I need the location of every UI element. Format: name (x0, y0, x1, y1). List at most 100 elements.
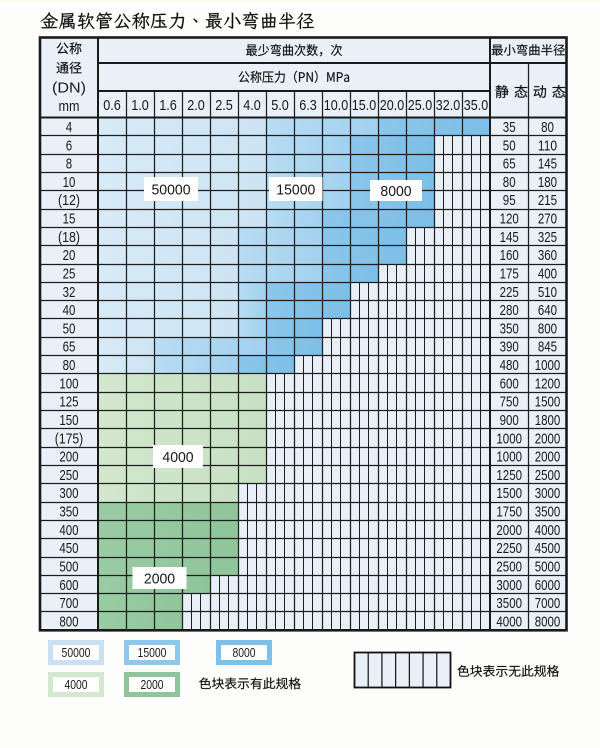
svg-text:4000: 4000 (64, 677, 87, 692)
svg-text:95: 95 (503, 193, 516, 209)
svg-text:25: 25 (63, 267, 76, 283)
svg-text:180: 180 (538, 175, 557, 191)
svg-text:1000: 1000 (496, 431, 522, 447)
svg-text:350: 350 (500, 321, 519, 337)
svg-text:4000: 4000 (162, 449, 193, 466)
svg-text:2000: 2000 (496, 523, 522, 539)
svg-text:10: 10 (63, 175, 76, 191)
svg-text:4500: 4500 (535, 541, 561, 557)
svg-text:4000: 4000 (496, 614, 522, 630)
svg-text:50: 50 (63, 321, 76, 337)
svg-text:110: 110 (538, 138, 557, 154)
svg-text:250: 250 (59, 468, 78, 484)
svg-text:50: 50 (503, 138, 516, 154)
svg-text:2000: 2000 (144, 570, 175, 587)
svg-text:145: 145 (538, 157, 557, 173)
svg-text:50000: 50000 (152, 181, 191, 198)
svg-text:2000: 2000 (140, 677, 163, 692)
svg-text:1500: 1500 (496, 486, 522, 502)
svg-text:15000: 15000 (276, 181, 315, 198)
svg-text:6000: 6000 (535, 578, 561, 594)
svg-text:325: 325 (538, 230, 557, 246)
svg-text:225: 225 (500, 285, 519, 301)
svg-text:8000: 8000 (535, 614, 561, 630)
svg-text:3500: 3500 (535, 505, 561, 521)
svg-text:1.6: 1.6 (159, 97, 177, 114)
svg-text:(DN): (DN) (52, 79, 86, 96)
svg-text:8000: 8000 (232, 645, 255, 660)
svg-text:150: 150 (59, 413, 78, 429)
svg-text:3500: 3500 (496, 596, 522, 612)
svg-text:4.0: 4.0 (243, 97, 261, 114)
svg-text:80: 80 (63, 358, 76, 374)
svg-text:640: 640 (538, 303, 557, 319)
svg-text:15.0: 15.0 (352, 97, 376, 114)
svg-text:4000: 4000 (535, 523, 561, 539)
svg-text:(12): (12) (58, 193, 80, 209)
svg-text:15000: 15000 (138, 645, 167, 660)
svg-text:845: 845 (538, 340, 557, 356)
svg-text:450: 450 (59, 541, 78, 557)
svg-text:32: 32 (63, 285, 76, 301)
svg-text:1250: 1250 (496, 468, 522, 484)
svg-text:4: 4 (66, 120, 72, 136)
svg-text:35.0: 35.0 (464, 97, 488, 114)
svg-text:700: 700 (59, 596, 78, 612)
svg-text:2.5: 2.5 (215, 97, 233, 114)
svg-text:10.0: 10.0 (324, 97, 348, 114)
svg-text:510: 510 (538, 285, 557, 301)
svg-text:5.0: 5.0 (271, 97, 289, 114)
svg-text:2500: 2500 (496, 560, 522, 576)
svg-text:390: 390 (500, 340, 519, 356)
svg-text:8: 8 (66, 157, 72, 173)
svg-text:600: 600 (59, 578, 78, 594)
svg-text:200: 200 (59, 450, 78, 466)
svg-text:215: 215 (538, 193, 557, 209)
svg-text:350: 350 (59, 505, 78, 521)
svg-text:50000: 50000 (62, 645, 91, 660)
svg-text:35: 35 (503, 120, 516, 136)
svg-text:6.3: 6.3 (299, 97, 317, 114)
svg-text:32.0: 32.0 (436, 97, 460, 114)
svg-text:65: 65 (63, 340, 76, 356)
svg-text:100: 100 (59, 376, 78, 392)
svg-text:20: 20 (63, 248, 76, 264)
svg-text:2250: 2250 (496, 541, 522, 557)
svg-text:mm: mm (59, 98, 80, 115)
svg-text:(175): (175) (55, 431, 83, 447)
svg-text:270: 270 (538, 212, 557, 228)
svg-text:8000: 8000 (380, 183, 411, 200)
svg-text:25.0: 25.0 (408, 97, 432, 114)
svg-text:40: 40 (63, 303, 76, 319)
svg-text:2000: 2000 (535, 450, 561, 466)
svg-text:600: 600 (500, 376, 519, 392)
svg-text:500: 500 (59, 560, 78, 576)
svg-text:80: 80 (541, 120, 554, 136)
svg-text:7000: 7000 (535, 596, 561, 612)
svg-text:175: 175 (500, 267, 519, 283)
svg-text:400: 400 (538, 267, 557, 283)
svg-text:3000: 3000 (535, 486, 561, 502)
svg-text:1750: 1750 (496, 505, 522, 521)
svg-text:6: 6 (66, 138, 72, 154)
svg-text:1.0: 1.0 (131, 97, 149, 114)
svg-text:2000: 2000 (535, 431, 561, 447)
svg-text:800: 800 (538, 321, 557, 337)
svg-text:65: 65 (503, 157, 516, 173)
svg-text:750: 750 (500, 395, 519, 411)
svg-text:280: 280 (500, 303, 519, 319)
svg-text:400: 400 (59, 523, 78, 539)
svg-text:160: 160 (500, 248, 519, 264)
svg-text:300: 300 (59, 486, 78, 502)
svg-text:3000: 3000 (496, 578, 522, 594)
svg-text:480: 480 (500, 358, 519, 374)
svg-text:80: 80 (503, 175, 516, 191)
svg-text:125: 125 (59, 395, 78, 411)
svg-text:15: 15 (63, 212, 76, 228)
svg-text:2.0: 2.0 (187, 97, 205, 114)
svg-text:360: 360 (538, 248, 557, 264)
svg-text:120: 120 (500, 212, 519, 228)
svg-text:5000: 5000 (535, 560, 561, 576)
svg-text:1800: 1800 (535, 413, 561, 429)
svg-text:1000: 1000 (535, 358, 561, 374)
